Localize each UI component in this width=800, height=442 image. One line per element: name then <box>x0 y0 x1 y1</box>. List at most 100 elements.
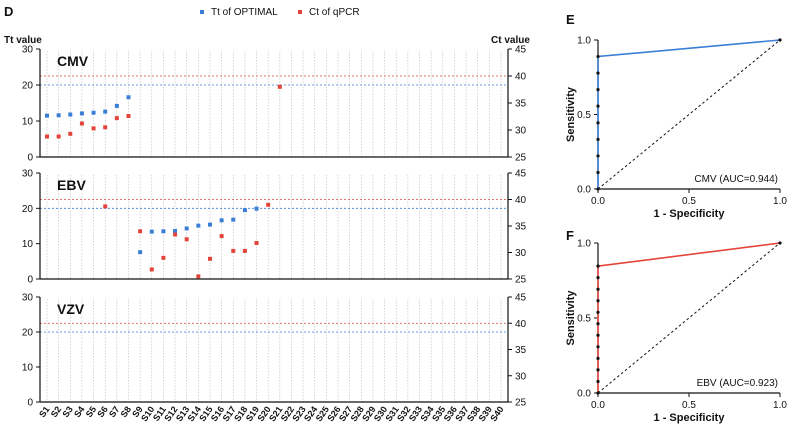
ct-point <box>207 256 212 261</box>
right-tick-label: 30 <box>515 371 527 382</box>
tt-point <box>114 103 119 108</box>
right-tick-label: 35 <box>515 345 527 356</box>
right-tick-label: 35 <box>515 99 527 110</box>
ct-point <box>266 202 271 207</box>
tt-point <box>242 208 247 213</box>
sample-labels: S1S2S3S4S5S6S7S8S9S10S11S12S13S14S15S16S… <box>37 404 506 423</box>
right-tick-label: 45 <box>515 293 527 304</box>
roc-curve <box>597 39 781 189</box>
y-tick-label: 1.0 <box>577 239 591 250</box>
ct-point <box>277 84 282 89</box>
panel-label-e: E <box>566 12 575 27</box>
roc-point <box>596 345 600 349</box>
right-tick-label: 40 <box>515 319 527 330</box>
roc-point <box>596 187 600 191</box>
roc-point <box>596 170 600 175</box>
ct-point <box>45 134 49 139</box>
roc-point <box>596 104 600 108</box>
virus-label: CMV <box>57 53 89 69</box>
left-tick-label: 0 <box>27 275 33 286</box>
right-tick-label: 45 <box>515 45 527 56</box>
roc-point <box>596 121 600 125</box>
roc-point <box>596 356 600 360</box>
legend-label-0: Tt of OPTIMAL <box>211 7 278 18</box>
right-axis-title: Ct value <box>491 35 530 46</box>
ct-point <box>138 229 143 234</box>
ct-point <box>56 134 61 139</box>
roc-point <box>596 310 600 314</box>
ct-point <box>184 237 189 242</box>
roc-point <box>596 287 600 291</box>
ct-point <box>79 121 84 126</box>
tt-point <box>173 228 178 233</box>
tt-point <box>126 95 131 100</box>
tt-point <box>79 111 84 116</box>
ct-point <box>103 125 108 130</box>
ct-point <box>149 267 154 272</box>
ct-point <box>114 116 119 121</box>
y-tick-label: 1.0 <box>577 36 591 47</box>
y-tick-label: 0.5 <box>577 110 591 121</box>
ct-point <box>103 204 108 209</box>
tt-point <box>184 226 189 231</box>
roc-point <box>596 333 600 337</box>
sample-label: S40 <box>488 404 505 423</box>
left-tick-label: 30 <box>22 293 34 304</box>
right-tick-label: 30 <box>515 248 527 259</box>
y-tick-label: 0.0 <box>577 389 591 400</box>
left-tick-label: 20 <box>22 328 34 339</box>
x-tick-label: 0.0 <box>591 196 605 207</box>
x-axis-title: 1 - Specificity <box>654 208 726 220</box>
tt-point <box>45 113 49 118</box>
legend-label-1: Ct of qPCR <box>309 7 360 18</box>
roc-point <box>596 154 600 158</box>
roc-panel-f: F 0.0 0.5 1.0 0.0 0.5 1.0 1 - Specificity Sensit… <box>565 228 787 424</box>
panel-label-d: D <box>4 4 13 19</box>
left-tick-label: 20 <box>22 81 34 92</box>
tt-point <box>161 229 166 234</box>
y-axis-title: Sensitivity <box>565 290 577 346</box>
reference-diagonal <box>597 39 781 190</box>
tt-point <box>91 110 96 115</box>
x-tick-label: 0.5 <box>682 196 696 207</box>
roc-point <box>596 137 600 141</box>
panel-ebv: 0 10 20 30 25 30 35 40 45 EBV <box>22 169 527 286</box>
ct-point <box>254 240 259 245</box>
x-tick-label: 1.0 <box>773 196 787 207</box>
roc-point <box>596 391 600 395</box>
right-tick-label: 25 <box>515 398 527 409</box>
y-axis-title: Sensitivity <box>565 86 577 142</box>
virus-label: EBV <box>57 177 86 193</box>
panel-vzv: 0 10 20 30 25 30 35 40 45 VZV <box>22 293 527 409</box>
legend: Tt of OPTIMAL Ct of qPCR <box>200 7 360 18</box>
right-tick-label: 40 <box>515 195 527 206</box>
y-tick-label: 0.0 <box>577 185 591 196</box>
legend-marker-1 <box>298 10 302 14</box>
roc-point <box>596 54 600 59</box>
ct-point <box>126 113 131 118</box>
roc-point <box>596 379 600 384</box>
roc-point <box>596 276 600 280</box>
tt-point <box>56 113 61 118</box>
left-tick-label: 10 <box>22 117 34 128</box>
right-tick-label: 40 <box>515 72 527 83</box>
tt-point <box>138 250 143 255</box>
tt-point <box>68 112 73 117</box>
ct-point <box>173 232 178 237</box>
tt-point <box>196 223 201 228</box>
ct-point <box>231 248 236 253</box>
x-tick-label: 0.0 <box>591 400 605 411</box>
left-axis-title: Tt value <box>4 35 42 46</box>
tt-point <box>207 222 212 227</box>
tt-point <box>254 206 259 211</box>
right-tick-label: 25 <box>515 275 527 286</box>
roc-point <box>596 299 600 303</box>
ct-point <box>196 274 201 279</box>
right-tick-label: 45 <box>515 169 527 180</box>
left-tick-label: 10 <box>22 363 34 374</box>
auc-label: EBV (AUC=0.923) <box>697 378 778 389</box>
tt-point <box>149 229 154 234</box>
legend-marker-0 <box>200 10 204 14</box>
ct-point <box>219 234 224 239</box>
